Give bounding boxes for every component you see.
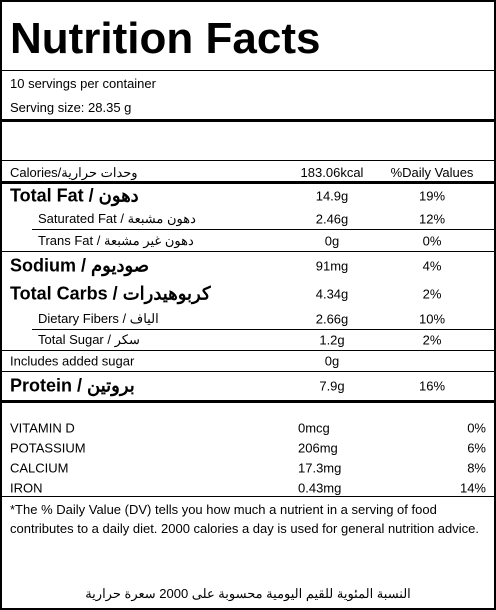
nutrient-label: Total Carbs / كربوهيدرات bbox=[10, 283, 211, 303]
mineral-label: CALCIUM bbox=[10, 460, 69, 476]
nutrient-row: Saturated Fat / دهون مشبعة 2.46g 12% bbox=[32, 208, 494, 230]
nutrient-dv: 0% bbox=[422, 233, 442, 248]
mineral-amount: 0mcg bbox=[298, 420, 330, 436]
mineral-dv: 0% bbox=[467, 420, 486, 436]
mineral-dv: 8% bbox=[467, 460, 486, 476]
nutrient-label: Saturated Fat / دهون مشبعة bbox=[38, 210, 196, 226]
nutrient-row: Sodium / صوديوم 91mg 4% bbox=[2, 252, 494, 279]
rule bbox=[2, 496, 494, 497]
nutrient-row: Dietary Fibers / الياف 2.66g 10% bbox=[32, 308, 494, 330]
nutrient-dv: 10% bbox=[418, 311, 446, 326]
rule bbox=[2, 181, 494, 184]
nutrient-amount: 1.2g bbox=[319, 332, 345, 348]
mineral-label: VITAMIN D bbox=[10, 420, 75, 436]
mineral-amount: 0.43mg bbox=[298, 480, 342, 496]
nutrient-amount: 2.66g bbox=[315, 311, 349, 326]
nutrient-dv: 12% bbox=[418, 211, 446, 226]
nutrient-dv: 19% bbox=[418, 188, 446, 203]
mineral-label: IRON bbox=[10, 480, 43, 496]
nutrient-row: Includes added sugar 0g bbox=[2, 351, 494, 372]
mineral-dv: 6% bbox=[467, 440, 486, 456]
dv-header: %Daily Values bbox=[390, 165, 474, 180]
calories-label: Calories/وحدات حرارية bbox=[10, 165, 138, 180]
mineral-row: POTASSIUM 206mg 6% bbox=[2, 438, 494, 458]
nutrient-amount: 7.9g bbox=[319, 378, 345, 393]
calories-value: 183.06kcal bbox=[300, 165, 364, 180]
nutrient-row: Trans Fat / دهون غير مشبعة 0g 0% bbox=[2, 230, 494, 252]
servings: 10 servings per container bbox=[10, 76, 156, 91]
footer: النسبة المئوية للقيم اليومية محسوبة على … bbox=[85, 586, 411, 601]
nutrient-label: Total Sugar / سكر bbox=[38, 332, 140, 347]
nutrient-amount: 2.46g bbox=[315, 211, 349, 226]
nutrient-amount: 4.34g bbox=[315, 286, 349, 301]
title: Nutrition Facts bbox=[10, 14, 321, 63]
nutrient-amount: 14.9g bbox=[315, 188, 349, 203]
nutrient-row: Total Sugar / سكر 1.2g 2% bbox=[2, 330, 494, 351]
mineral-label: POTASSIUM bbox=[10, 440, 86, 456]
nutrient-dv: 2% bbox=[422, 332, 442, 348]
rule bbox=[2, 400, 494, 403]
nutrient-row: Total Carbs / كربوهيدرات 4.34g 2% bbox=[2, 280, 494, 307]
nutrient-dv: 4% bbox=[422, 258, 442, 273]
nutrient-label: Dietary Fibers / الياف bbox=[38, 310, 159, 326]
nutrient-label: Total Fat / دهون bbox=[10, 185, 139, 205]
nutrient-label: Trans Fat / دهون غير مشبعة bbox=[38, 232, 194, 248]
serving-size: Serving size: 28.35 g bbox=[10, 100, 132, 115]
footnote: *The % Daily Value (DV) tells you how mu… bbox=[10, 502, 479, 536]
nutrient-dv: 2% bbox=[422, 286, 442, 301]
nutrient-label: Includes added sugar bbox=[10, 353, 135, 369]
nutrient-label: Protein / بروتين bbox=[10, 375, 135, 395]
rule bbox=[2, 160, 494, 161]
mineral-amount: 17.3mg bbox=[298, 460, 342, 476]
rule bbox=[2, 119, 494, 122]
nutrient-row: Total Fat / دهون 14.9g 19% bbox=[2, 184, 494, 207]
nutrient-amount: 0g bbox=[324, 233, 340, 248]
nutrient-amount: 91mg bbox=[315, 258, 349, 273]
mineral-row: VITAMIN D 0mcg 0% bbox=[2, 418, 494, 438]
rule bbox=[2, 70, 494, 71]
mineral-row: CALCIUM 17.3mg 8% bbox=[2, 458, 494, 478]
nutrient-label: Sodium / صوديوم bbox=[10, 255, 150, 275]
mineral-row: IRON 0.43mg 14% bbox=[2, 478, 494, 498]
nutrient-dv: 16% bbox=[418, 378, 446, 393]
nutrient-amount: 0g bbox=[324, 353, 340, 369]
nutrient-row: Protein / بروتين 7.9g 16% bbox=[2, 372, 494, 399]
mineral-amount: 206mg bbox=[298, 440, 338, 456]
mineral-dv: 14% bbox=[459, 480, 486, 496]
